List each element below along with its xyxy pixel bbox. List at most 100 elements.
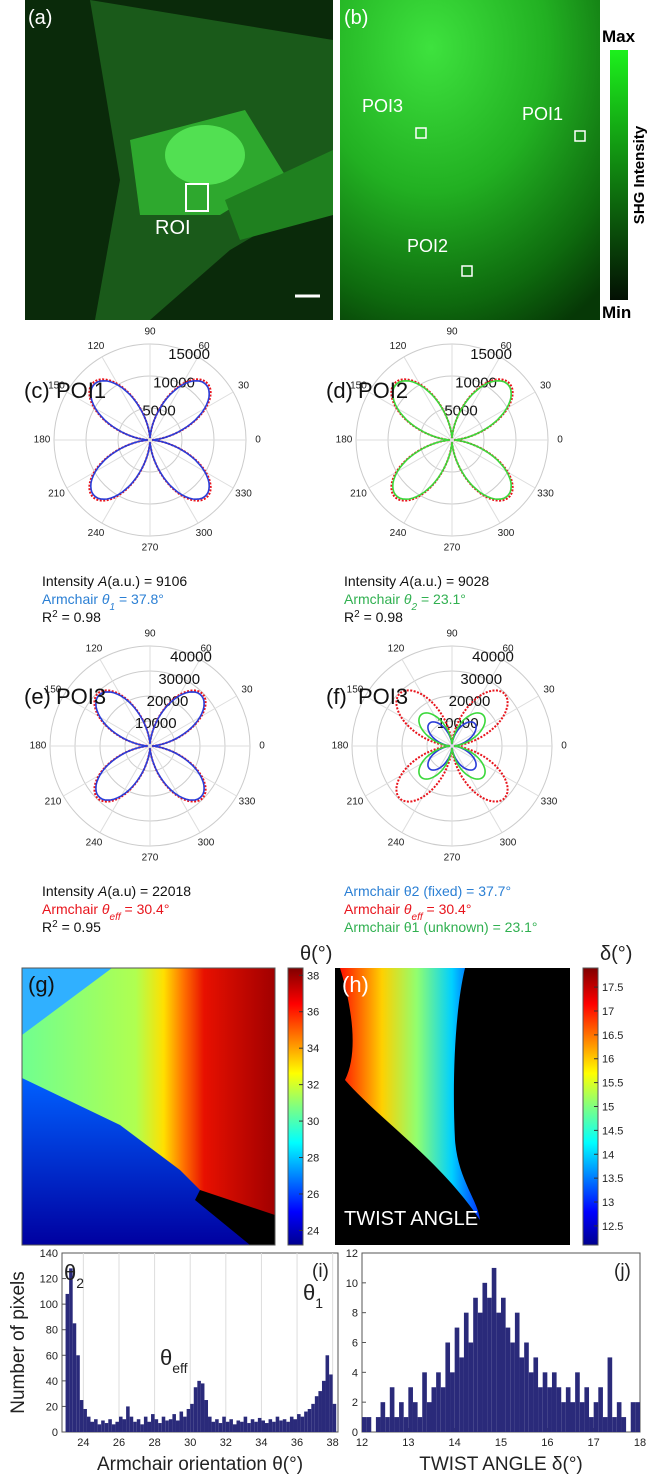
- bar: [172, 1414, 176, 1432]
- caption-part: 2: [411, 602, 418, 613]
- bar: [329, 1374, 333, 1432]
- bar: [229, 1419, 233, 1432]
- angle-label: 30: [241, 685, 253, 696]
- angle-label: 180: [332, 741, 349, 752]
- roi-label: ROI: [155, 217, 191, 239]
- polar-spoke: [63, 745, 151, 797]
- colorbar-max: Max: [602, 27, 636, 46]
- bar: [621, 1417, 627, 1432]
- bar: [90, 1421, 95, 1432]
- caption-part: Intensity: [344, 573, 400, 589]
- bar: [218, 1423, 223, 1432]
- x-tick-label: 12: [356, 1437, 368, 1449]
- angle-label: 210: [350, 489, 367, 500]
- caption-part: = 30.4°: [423, 901, 472, 917]
- bar: [593, 1402, 599, 1432]
- heatmap-region: [195, 1190, 275, 1245]
- x-tick-label: 26: [113, 1437, 125, 1449]
- y-tick-label: 0: [352, 1427, 358, 1439]
- radial-label: 10000: [437, 715, 479, 732]
- annotation: θ2: [64, 1260, 84, 1291]
- bar: [286, 1421, 290, 1432]
- bar: [533, 1357, 539, 1432]
- colorbar: [610, 50, 628, 300]
- angle-label: 60: [200, 644, 212, 655]
- bar: [118, 1416, 123, 1432]
- angle-label: 150: [347, 685, 364, 696]
- bar: [215, 1419, 219, 1432]
- bar: [399, 1402, 404, 1432]
- radial-label: 20000: [449, 693, 491, 710]
- angle-label: 270: [142, 543, 159, 554]
- y-tick-label: 100: [40, 1299, 58, 1311]
- polar-spoke: [451, 745, 503, 833]
- y-tick-label: 10: [346, 1278, 358, 1290]
- y-tick-label: 140: [40, 1248, 58, 1260]
- fit-curve: [95, 691, 205, 801]
- angle-label: 240: [86, 838, 103, 849]
- bar: [380, 1402, 386, 1432]
- colorbar-tick-label: 38: [307, 970, 319, 982]
- bar: [108, 1419, 112, 1432]
- bar: [431, 1387, 437, 1432]
- fit-curve: [391, 379, 513, 501]
- bar: [250, 1419, 255, 1432]
- bar: [556, 1387, 562, 1432]
- caption-part: (a.u.) = 9106: [107, 573, 187, 589]
- bar: [463, 1312, 469, 1432]
- polar-spoke: [403, 439, 453, 524]
- x-tick-label: 13: [402, 1437, 414, 1449]
- y-tick-label: 40: [46, 1376, 58, 1388]
- polar-spoke: [451, 439, 536, 489]
- caption-part: = 0.98: [360, 609, 403, 625]
- x-axis-label: Armchair orientation θ(°): [97, 1454, 303, 1475]
- bar: [366, 1417, 372, 1432]
- bar: [408, 1387, 413, 1432]
- caption-part: 1: [110, 602, 116, 613]
- polar-spoke: [66, 439, 151, 489]
- colorbar-tick-label: 32: [307, 1080, 319, 1092]
- polar-spoke: [368, 439, 453, 489]
- angle-label: 210: [48, 489, 65, 500]
- bar: [275, 1416, 280, 1432]
- caption: Intensity A(a.u) = 22018: [42, 883, 191, 899]
- polar-spoke: [149, 439, 234, 489]
- angle-label: 30: [238, 381, 250, 392]
- bar: [514, 1312, 520, 1432]
- bar: [496, 1312, 501, 1432]
- bar: [297, 1414, 301, 1432]
- y-tick-label: 0: [52, 1427, 58, 1439]
- panel-label: (d): [326, 378, 353, 403]
- bar: [101, 1420, 105, 1432]
- angle-label: 300: [500, 838, 517, 849]
- radial-label: 40000: [472, 649, 514, 666]
- colorbar-title: δ(°): [600, 943, 632, 965]
- caption: R2 = 0.95: [42, 919, 101, 936]
- bar: [501, 1297, 506, 1432]
- bar: [282, 1419, 287, 1432]
- bar: [445, 1342, 451, 1432]
- bar: [551, 1372, 557, 1432]
- polar-spoke: [401, 745, 453, 833]
- bar: [394, 1417, 400, 1432]
- caption-part: Intensity: [42, 573, 98, 589]
- bar: [279, 1420, 283, 1432]
- radial-label: 30000: [460, 671, 502, 688]
- bar: [243, 1416, 248, 1432]
- bar: [575, 1372, 580, 1432]
- bar: [385, 1417, 390, 1432]
- y-tick-label: 120: [40, 1274, 58, 1286]
- x-tick-label: 38: [327, 1437, 339, 1449]
- bar: [332, 1403, 337, 1432]
- angle-label: 150: [48, 381, 65, 392]
- angle-label: 60: [500, 341, 512, 352]
- colorbar-tick-label: 24: [307, 1225, 319, 1237]
- bar: [154, 1419, 159, 1432]
- bar: [412, 1402, 418, 1432]
- bar: [314, 1396, 319, 1432]
- angle-label: 90: [144, 629, 156, 640]
- angle-label: 210: [347, 797, 364, 808]
- caption: Armchair θ1 = 37.8°: [42, 591, 164, 613]
- colorbar-min: Min: [602, 303, 631, 322]
- bar: [186, 1408, 191, 1432]
